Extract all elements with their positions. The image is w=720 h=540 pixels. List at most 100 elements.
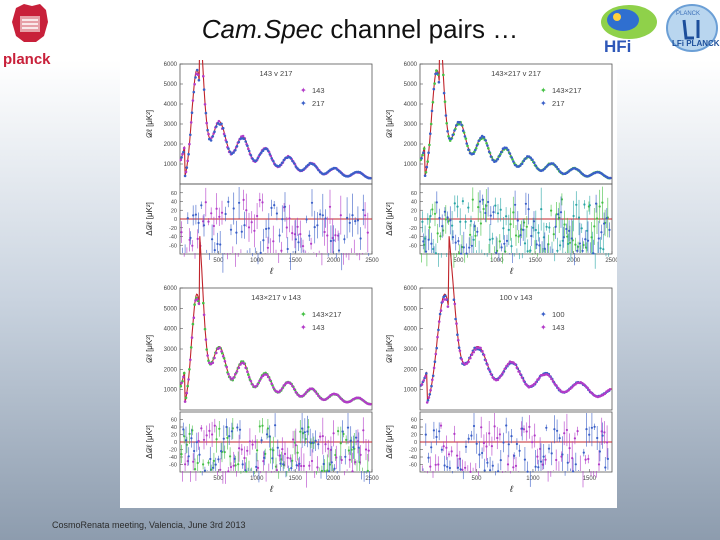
data-point <box>203 327 207 331</box>
residual-point <box>256 466 260 469</box>
data-point <box>425 401 429 404</box>
residual-point <box>236 426 239 429</box>
residual-point <box>600 231 603 234</box>
residual-point <box>593 425 596 428</box>
residual-point <box>212 459 215 462</box>
residual-point <box>232 207 235 210</box>
x-tick-label: 2500 <box>365 476 379 482</box>
residual-point <box>457 240 460 243</box>
data-point <box>195 68 199 72</box>
residual-point <box>191 244 194 247</box>
data-point <box>474 148 477 152</box>
data-point <box>426 399 430 402</box>
panel-title: 100 v 143 <box>500 293 533 302</box>
data-point <box>227 147 230 150</box>
residual-point <box>481 198 484 201</box>
residual-point <box>238 428 242 431</box>
y-axis-label: 𝒟ℓ [μK²] <box>385 335 394 363</box>
title-rest: channel pairs … <box>323 14 519 44</box>
residual-point <box>555 458 558 462</box>
residual-point <box>343 238 346 241</box>
data-point <box>551 380 555 383</box>
data-point <box>234 372 237 376</box>
data-point <box>289 156 292 160</box>
residual-point <box>512 211 515 214</box>
residual-point <box>545 426 548 429</box>
legend-label: 143 <box>552 323 565 332</box>
res-tick-label: 0 <box>174 440 177 446</box>
residual-point <box>595 202 598 205</box>
data-point <box>520 162 524 165</box>
residual-point <box>337 249 341 252</box>
residual-point <box>209 457 212 461</box>
residual-point <box>471 198 474 201</box>
data-point <box>246 144 249 148</box>
residual-point <box>359 237 362 240</box>
legend-label: 143×217 <box>312 310 341 319</box>
residual-point <box>601 434 604 437</box>
residual-point <box>205 434 208 437</box>
residual-point <box>180 453 183 456</box>
x-tick-label: 500 <box>471 476 482 482</box>
y-tick-label: 5000 <box>164 82 178 88</box>
data-point <box>444 298 448 301</box>
data-point <box>422 147 426 150</box>
residual-point <box>601 201 604 204</box>
y-tick-label: 2000 <box>164 367 178 373</box>
residual-point <box>469 470 472 473</box>
residual-point <box>453 432 456 435</box>
data-point <box>457 346 461 350</box>
residual-point <box>490 445 493 448</box>
data-point <box>260 376 263 379</box>
data-point <box>462 361 465 365</box>
residual-point <box>346 216 349 219</box>
data-point <box>538 376 541 380</box>
residual-point <box>251 443 254 446</box>
residual-point <box>255 465 258 468</box>
hfi-logo: HFi <box>601 5 657 56</box>
data-point <box>548 375 551 378</box>
data-point <box>208 137 211 141</box>
data-point <box>503 367 507 371</box>
residual-point <box>451 236 455 239</box>
residual-point <box>190 437 193 440</box>
residual-point <box>456 205 459 208</box>
y-tick-label: 1000 <box>404 162 418 168</box>
residual-point <box>207 220 210 223</box>
residual-point <box>333 467 336 470</box>
data-point <box>447 135 450 138</box>
residual-point <box>458 252 461 255</box>
y-tick-label: 4000 <box>404 327 418 333</box>
data-point <box>427 151 430 154</box>
residual-point <box>332 239 335 242</box>
residual-point <box>559 244 562 247</box>
data-point <box>420 157 423 160</box>
data-point <box>422 151 425 154</box>
data-point <box>487 147 490 150</box>
res-tick-label: 60 <box>171 191 177 197</box>
data-point <box>237 366 241 370</box>
data-point <box>188 142 191 146</box>
residual-point <box>451 224 454 227</box>
data-point <box>303 167 306 170</box>
data-point <box>230 377 234 381</box>
residual-point <box>245 209 248 212</box>
residual-point <box>528 425 531 428</box>
residual-point <box>279 462 282 465</box>
residual-point <box>203 469 206 472</box>
residual-point <box>332 432 335 435</box>
residual-point <box>291 232 294 235</box>
x-tick-label: 2500 <box>365 258 379 264</box>
residual-point <box>356 219 359 222</box>
residual-point <box>280 249 283 252</box>
data-point <box>423 174 427 177</box>
residual-point <box>464 445 468 448</box>
data-point <box>426 160 430 163</box>
residual-point <box>345 438 348 441</box>
data-point <box>265 373 268 376</box>
y-axis-label: 𝒟ℓ [μK²] <box>145 110 154 138</box>
data-point <box>558 388 562 392</box>
residual-point <box>523 458 526 461</box>
residual-point <box>435 435 438 439</box>
residual-point <box>246 449 249 452</box>
